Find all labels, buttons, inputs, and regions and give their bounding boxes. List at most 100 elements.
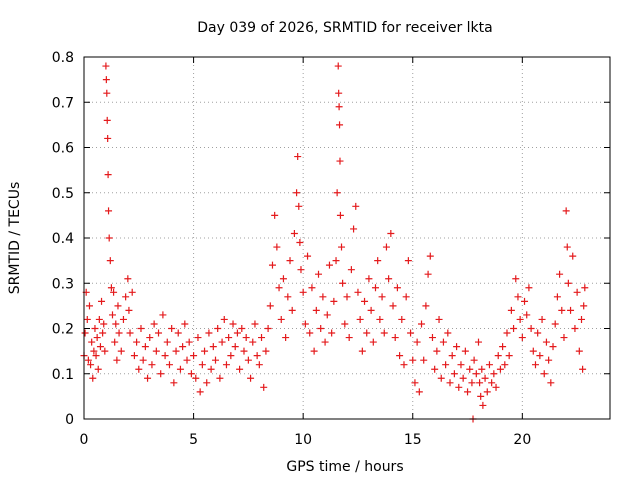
data-point [339, 279, 347, 287]
data-point [128, 288, 136, 296]
data-point [231, 343, 239, 351]
data-point [306, 329, 314, 337]
data-point [185, 338, 193, 346]
x-tick-label: 5 [189, 432, 198, 448]
data-point [104, 171, 112, 179]
data-point [448, 352, 456, 360]
data-point [338, 243, 346, 251]
data-point [135, 365, 143, 373]
data-point [319, 293, 327, 301]
data-point [437, 374, 445, 382]
data-point [335, 103, 343, 111]
data-point [89, 374, 97, 382]
data-point [536, 352, 544, 360]
data-point [464, 388, 472, 396]
data-point [271, 211, 279, 219]
data-point [478, 365, 486, 373]
data-point [387, 229, 395, 237]
data-point [130, 352, 138, 360]
data-point [165, 361, 173, 369]
data-point [179, 343, 187, 351]
x-tick-label: 0 [80, 432, 89, 448]
data-point [333, 189, 341, 197]
data-point [512, 275, 520, 283]
data-point [174, 329, 182, 337]
data-point [567, 306, 575, 314]
data-point [238, 325, 246, 332]
data-point [398, 315, 406, 323]
data-point [446, 379, 454, 387]
data-point [439, 338, 447, 346]
data-point [176, 365, 184, 373]
data-point [505, 352, 513, 360]
data-point [356, 315, 364, 323]
data-point [249, 338, 257, 346]
data-point [236, 365, 244, 373]
data-point [192, 374, 200, 382]
data-point [343, 293, 351, 301]
data-point [407, 329, 415, 337]
data-point [507, 306, 515, 314]
data-point [203, 379, 211, 387]
data-point [266, 302, 274, 310]
data-point [315, 270, 323, 278]
data-point [499, 343, 507, 351]
data-point [553, 293, 561, 301]
data-point [152, 347, 160, 355]
data-point [317, 325, 325, 332]
data-point [457, 361, 465, 369]
data-point [391, 334, 399, 342]
data-point [422, 302, 430, 310]
data-point [216, 374, 224, 382]
data-point [396, 352, 404, 360]
data-point [218, 338, 226, 346]
data-point [260, 383, 268, 391]
data-point [161, 352, 169, 360]
data-point [108, 311, 116, 319]
data-points [80, 62, 589, 423]
data-point [453, 343, 461, 351]
data-point [150, 320, 158, 328]
data-point [100, 320, 108, 328]
data-point [501, 361, 509, 369]
data-point [556, 270, 564, 278]
data-point [376, 315, 384, 323]
data-point [521, 297, 529, 305]
data-point [580, 302, 588, 310]
data-point [96, 343, 104, 351]
data-point [514, 293, 522, 301]
data-point [341, 320, 349, 328]
data-point [183, 356, 191, 364]
data-point [207, 365, 215, 373]
data-point [334, 62, 342, 70]
data-point [581, 284, 589, 292]
data-point [98, 297, 106, 305]
data-point [479, 401, 487, 409]
data-point [361, 297, 369, 305]
data-point [310, 347, 318, 355]
data-point [107, 284, 115, 292]
data-point [347, 266, 355, 274]
data-point [277, 315, 285, 323]
data-point [299, 288, 307, 296]
data-point [290, 229, 298, 237]
x-tick-label: 20 [513, 432, 531, 448]
data-point [358, 347, 366, 355]
data-point [144, 374, 152, 382]
data-point [483, 388, 491, 396]
data-point [304, 252, 312, 260]
data-point [146, 334, 154, 342]
data-point [141, 343, 149, 351]
data-point [126, 329, 134, 337]
data-point [494, 352, 502, 360]
data-point [103, 89, 111, 97]
data-point [124, 275, 132, 283]
data-point [190, 352, 198, 360]
data-point [485, 361, 493, 369]
data-point [540, 370, 548, 378]
data-point [336, 157, 344, 165]
data-point [155, 329, 163, 337]
data-point [308, 284, 316, 292]
data-point [402, 293, 410, 301]
data-point [538, 315, 546, 323]
